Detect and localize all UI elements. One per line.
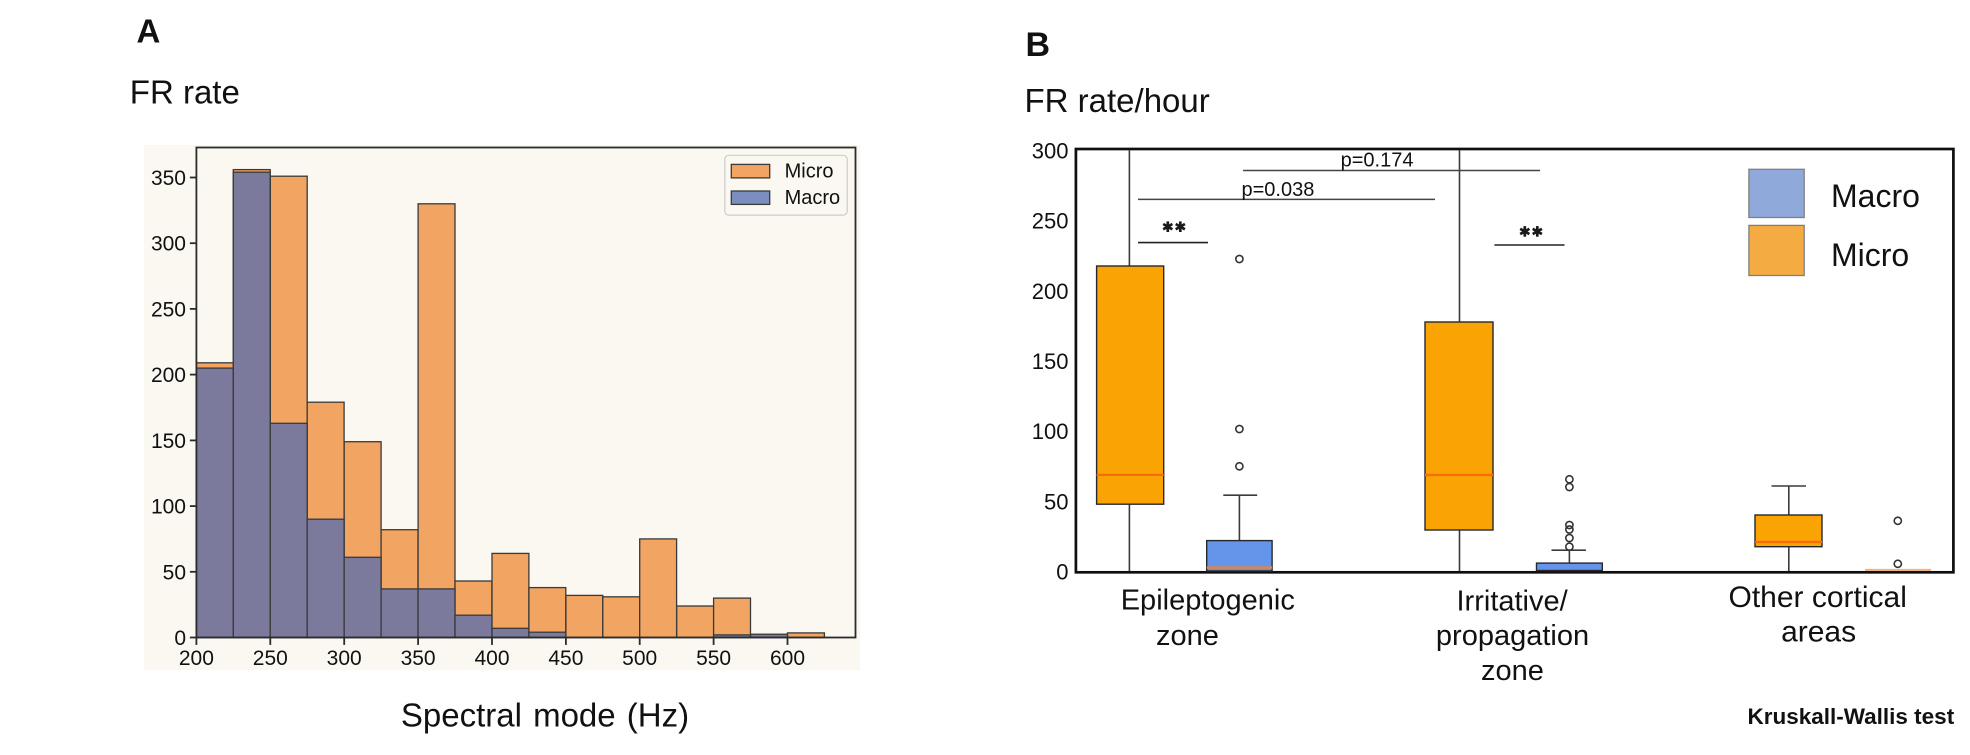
svg-text:400: 400 — [474, 647, 509, 670]
svg-text:0: 0 — [1056, 560, 1068, 585]
svg-text:B: B — [1026, 26, 1051, 64]
svg-text:250: 250 — [1032, 209, 1069, 234]
svg-text:200: 200 — [151, 364, 186, 387]
svg-text:0: 0 — [174, 627, 186, 650]
svg-text:300: 300 — [327, 647, 362, 670]
svg-text:zone: zone — [1156, 620, 1219, 652]
svg-text:200: 200 — [179, 647, 214, 670]
svg-text:Micro: Micro — [1831, 237, 1909, 273]
svg-text:areas: areas — [1781, 616, 1856, 649]
svg-text:300: 300 — [1032, 138, 1069, 163]
svg-text:150: 150 — [1032, 349, 1069, 374]
svg-text:50: 50 — [1044, 489, 1068, 514]
svg-text:FR rate: FR rate — [130, 74, 240, 111]
svg-text:500: 500 — [622, 647, 657, 670]
svg-text:350: 350 — [401, 647, 436, 670]
svg-text:A: A — [137, 13, 161, 50]
svg-text:p=0.038: p=0.038 — [1242, 179, 1315, 201]
svg-text:p=0.174: p=0.174 — [1341, 150, 1414, 172]
svg-text:200: 200 — [1032, 279, 1069, 304]
svg-text:150: 150 — [151, 430, 186, 453]
svg-text:450: 450 — [548, 647, 583, 670]
svg-text:Macro: Macro — [785, 187, 841, 209]
svg-text:550: 550 — [696, 647, 731, 670]
svg-text:600: 600 — [770, 647, 805, 670]
svg-text:Spectral mode (Hz): Spectral mode (Hz) — [401, 697, 689, 734]
svg-text:Epileptogenic: Epileptogenic — [1121, 584, 1295, 616]
svg-text:50: 50 — [163, 561, 186, 584]
svg-text:Other cortical: Other cortical — [1729, 581, 1907, 614]
svg-text:Kruskall-Wallis test: Kruskall-Wallis test — [1747, 704, 1954, 729]
svg-text:Micro: Micro — [785, 160, 834, 182]
svg-text:FR rate/hour: FR rate/hour — [1025, 82, 1210, 119]
svg-text:250: 250 — [151, 298, 186, 321]
svg-text:350: 350 — [151, 167, 186, 190]
svg-text:propagation: propagation — [1436, 620, 1589, 652]
svg-text:Macro: Macro — [1831, 178, 1920, 214]
svg-text:Irritative/: Irritative/ — [1457, 586, 1569, 618]
svg-text:100: 100 — [151, 496, 186, 519]
svg-text:250: 250 — [253, 647, 288, 670]
svg-text:100: 100 — [1032, 419, 1069, 444]
svg-text:zone: zone — [1481, 655, 1544, 687]
svg-text:300: 300 — [151, 233, 186, 256]
